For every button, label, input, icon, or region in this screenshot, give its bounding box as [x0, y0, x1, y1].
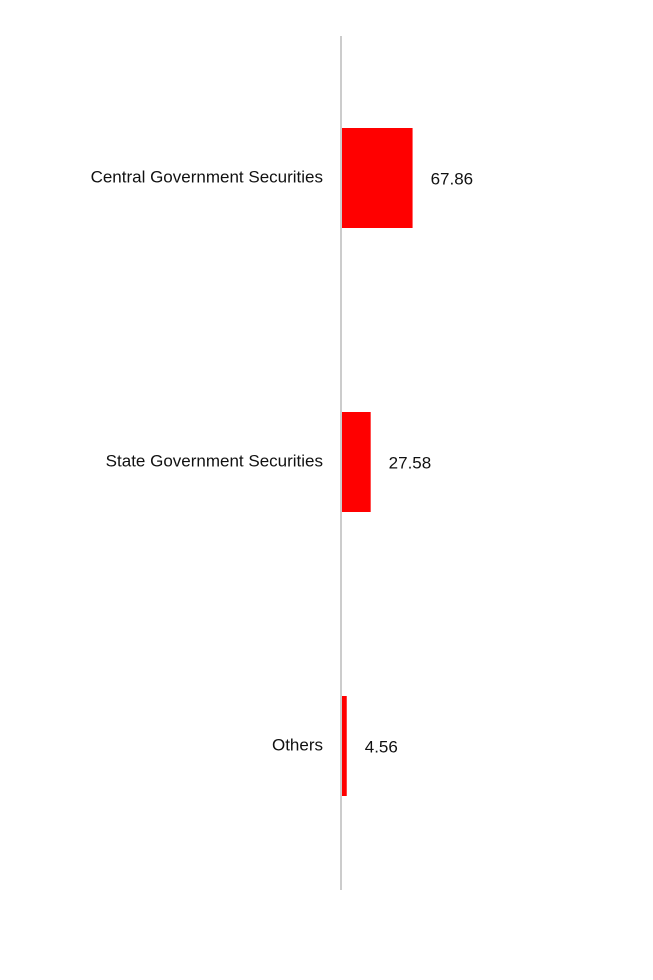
- bar-2: [342, 696, 347, 796]
- category-label: Others: [272, 735, 323, 754]
- data-label: 67.86: [431, 169, 474, 188]
- bar-1: [342, 412, 371, 512]
- data-label: 27.58: [389, 453, 432, 472]
- bar-0: [342, 128, 413, 228]
- labels-group: Central Government Securities 67.86 State …: [91, 167, 474, 756]
- category-label: Central Government Securities: [91, 167, 323, 186]
- bars-group: [342, 128, 413, 796]
- data-label: 4.56: [365, 737, 398, 756]
- category-label: State Government Securities: [106, 451, 323, 470]
